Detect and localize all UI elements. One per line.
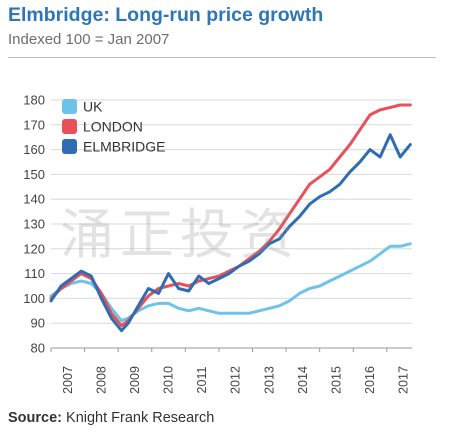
source-label: Source:: [8, 410, 62, 426]
y-tick-label: 130: [23, 217, 45, 232]
chart-subtitle: Indexed 100 = Jan 2007: [8, 31, 170, 48]
x-tick-label: 2012: [229, 366, 243, 394]
y-tick-label: 160: [23, 142, 45, 157]
series-line-uk: [49, 242, 412, 323]
x-tick-label: 2009: [128, 366, 142, 394]
y-tick-label: 150: [23, 167, 45, 182]
axis-layer: 80 90 100 110 120 130 140 150 160 170 180 2007 2008 2…: [23, 93, 412, 394]
y-tick-label: 100: [23, 291, 45, 306]
y-tick-label: 90: [31, 316, 45, 331]
legend-label-london: LONDON: [83, 119, 143, 135]
legend: UK LONDON ELMBRIDGE: [62, 99, 165, 155]
legend-label-uk: UK: [83, 99, 103, 115]
x-tick-label: 2013: [262, 366, 276, 394]
x-tick-label: 2007: [61, 366, 75, 394]
legend-swatch-uk: [62, 99, 77, 114]
legend-swatch-elmbridge: [62, 139, 77, 154]
y-tick-label: 180: [23, 93, 45, 108]
source-note: Source: Knight Frank Research: [8, 410, 214, 426]
chart-title: Elmbridge: Long-run price growth: [8, 4, 324, 26]
x-tick-label: 2015: [329, 366, 343, 394]
y-tick-label: 80: [31, 341, 45, 356]
series-layer: [49, 103, 412, 333]
legend-swatch-london: [62, 119, 77, 134]
legend-label-elmbridge: ELMBRIDGE: [83, 139, 165, 155]
y-tick-label: 170: [23, 117, 45, 132]
series-line-london: [49, 103, 412, 328]
x-tick-label: 2011: [195, 367, 209, 394]
series-line-elmbridge: [49, 133, 412, 333]
x-tick-label: 2014: [296, 366, 310, 394]
x-tick-label: 2017: [397, 366, 411, 394]
y-tick-label: 110: [24, 266, 45, 281]
source-text: Knight Frank Research: [62, 410, 215, 426]
x-tick-label: 2008: [94, 366, 108, 394]
x-tick-label: 2010: [162, 366, 176, 394]
y-tick-label: 120: [23, 241, 45, 256]
header-divider: [8, 57, 436, 58]
x-tick-label: 2016: [363, 366, 377, 394]
y-tick-label: 140: [23, 192, 45, 207]
watermark-text: 涌正投资: [60, 203, 300, 266]
